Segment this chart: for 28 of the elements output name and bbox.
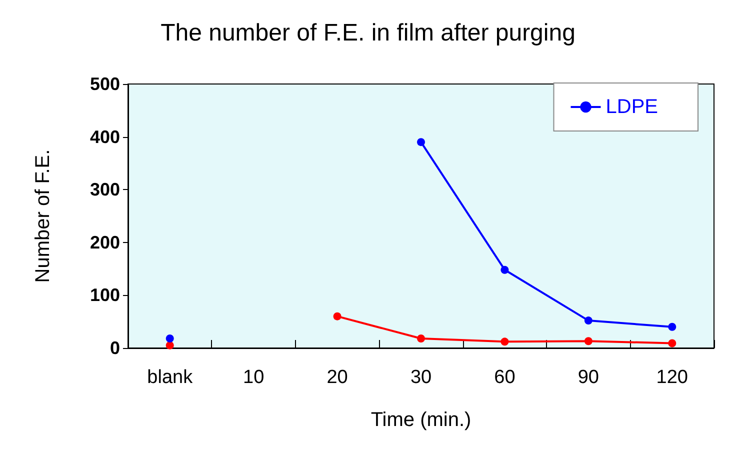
- point: [584, 316, 592, 325]
- y-tick-label: 100: [90, 285, 120, 306]
- y-tick-label: 0: [110, 338, 120, 358]
- x-tick-label: 10: [243, 367, 264, 388]
- x-tick-label: 120: [656, 367, 688, 388]
- point: [333, 312, 342, 320]
- chart-title: The number of F.E. in film after purging: [160, 20, 576, 46]
- legend-label: LDPE: [606, 96, 658, 118]
- point: [500, 338, 509, 346]
- point: [166, 334, 174, 342]
- x-tick-label: blank: [147, 367, 194, 388]
- y-tick-label: 200: [90, 232, 120, 252]
- y-tick-label: 400: [90, 126, 120, 147]
- x-tick-label: 60: [494, 367, 516, 388]
- point: [417, 334, 425, 342]
- y-tick-label: 500: [90, 74, 120, 94]
- y-tick-label: 300: [90, 180, 120, 200]
- point: [166, 341, 174, 350]
- x-tick-label: 90: [578, 367, 599, 388]
- x-tick-label: 20: [326, 367, 348, 388]
- x-tick-label: 30: [410, 367, 432, 388]
- point: [417, 138, 425, 146]
- point: [500, 266, 509, 274]
- point: [668, 339, 676, 348]
- point: [584, 337, 592, 346]
- point: [668, 322, 676, 331]
- x-axis-title: Time (min.): [370, 409, 472, 431]
- y-axis-title: Number of F.E.: [32, 149, 54, 283]
